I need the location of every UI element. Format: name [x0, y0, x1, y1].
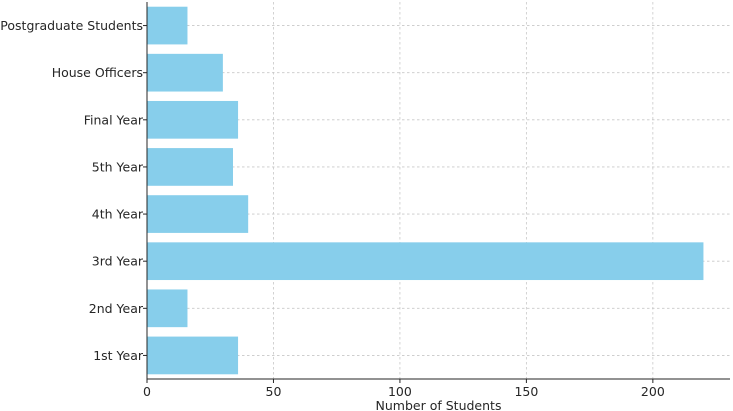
bars [147, 6, 704, 375]
y-tick-label: 3rd Year [92, 254, 144, 269]
y-ticks: 1st Year 2nd Year 3rd Year 4th Year 5th Year… [0, 18, 147, 363]
x-tick-label: 50 [266, 384, 282, 399]
y-tick-label: 2nd Year [89, 301, 144, 316]
x-tick-label: 0 [143, 384, 151, 399]
bar-4th-year [147, 195, 249, 233]
y-tick-label: 1st Year [93, 348, 144, 363]
grid [146, 2, 730, 379]
x-axis-label: Number of Students [376, 398, 502, 411]
x-ticks: 0 50 100 150 200 [143, 379, 665, 399]
bar-2nd-year [147, 289, 188, 328]
bar-final-year [147, 100, 239, 139]
bar-postgraduate-students [147, 6, 188, 45]
y-tick-label: Final Year [84, 112, 144, 127]
y-tick-label: 5th Year [92, 159, 144, 174]
y-tick-label: Postgraduate Students [0, 18, 143, 33]
axes [146, 2, 730, 380]
bar-house-officers [147, 53, 223, 92]
x-tick-label: 200 [641, 384, 665, 399]
x-tick-label: 100 [388, 384, 412, 399]
bar-3rd-year [147, 242, 704, 281]
y-tick-label: House Officers [52, 65, 143, 80]
x-tick-label: 150 [514, 384, 538, 399]
bar-1st-year [147, 336, 239, 375]
bar-5th-year [147, 148, 233, 186]
y-tick-label: 4th Year [92, 207, 144, 222]
